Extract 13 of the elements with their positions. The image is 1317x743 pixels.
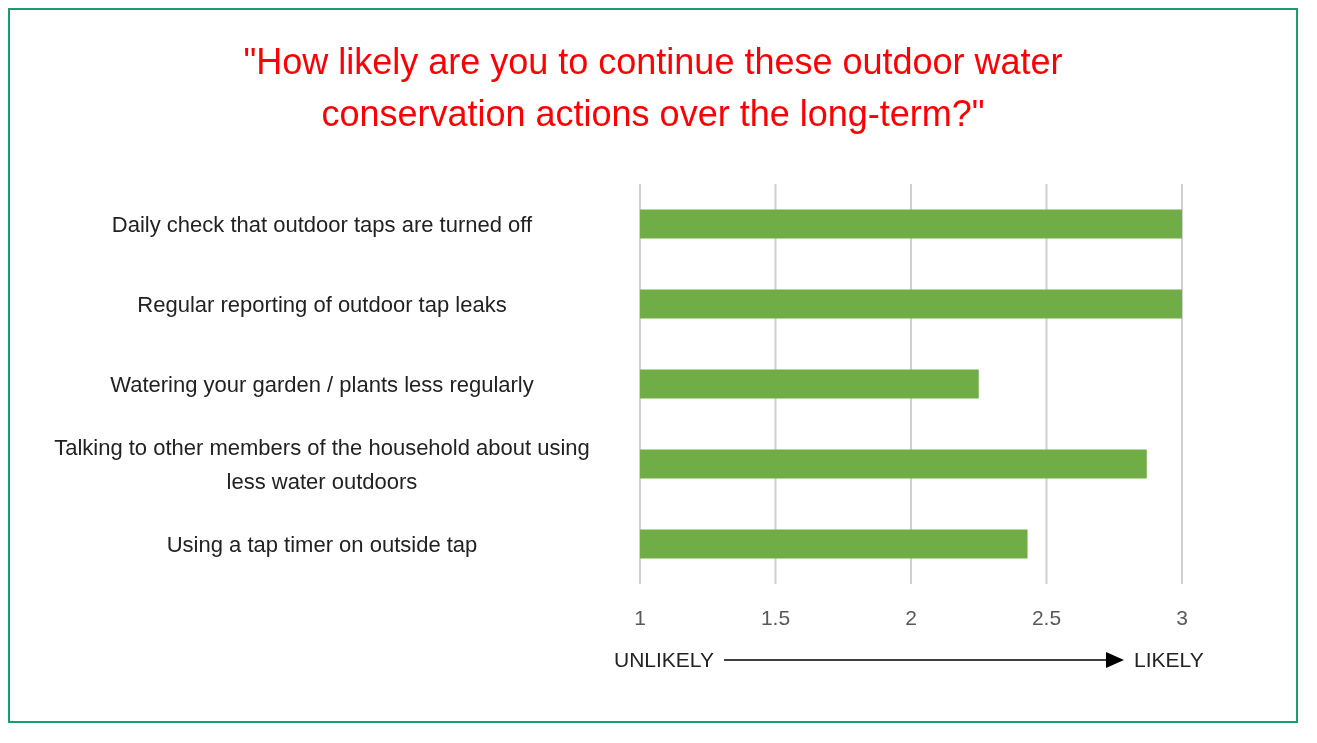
- y-tick-label: Watering your garden / plants less regularly: [110, 371, 534, 397]
- y-tick-label: Using a tap timer on outside tap: [166, 531, 478, 557]
- text: UNLIKELY: [614, 648, 714, 672]
- y-tick-label: Talking to other members of the household about using less water outdoors: [54, 434, 590, 494]
- y-tick-label: Regular reporting of outdoor tap leaks: [137, 291, 507, 317]
- text: LIKELY: [1134, 648, 1204, 672]
- x-tick-label: 1: [634, 605, 646, 629]
- x-tick-label: 1.5: [760, 605, 791, 629]
- y-tick-label: Daily check that outdoor taps are turned off: [111, 211, 534, 237]
- x-tick-label: 2: [905, 605, 917, 629]
- x-tick-label: 3: [1176, 605, 1188, 629]
- x-tick-label: 2.5: [1031, 605, 1062, 629]
- chart-title: "How likely are you to continue these outdoor water conservation actions over the long-term?": [242, 40, 1064, 136]
